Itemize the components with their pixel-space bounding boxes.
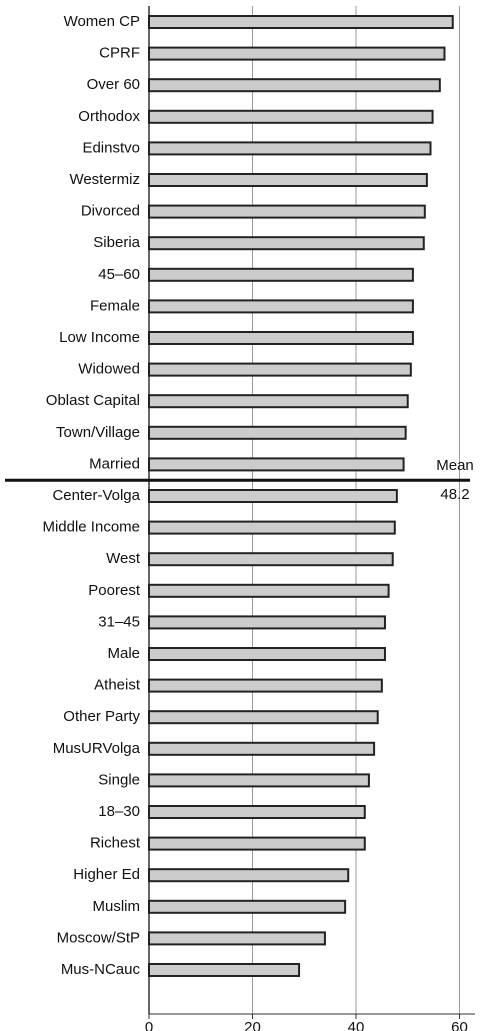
y-tick-label: Low Income [59, 329, 140, 346]
y-tick-label: Female [90, 297, 140, 314]
x-tick-label: 0 [145, 1019, 153, 1031]
x-tick-label: 60 [451, 1019, 468, 1031]
bar [148, 394, 409, 409]
bar [148, 204, 426, 219]
x-tick-label: 20 [244, 1019, 261, 1031]
y-tick-label: 31–45 [98, 613, 140, 630]
y-tick-label: MusURVolga [53, 740, 141, 757]
bar [148, 678, 383, 693]
y-tick-label: Widowed [78, 361, 140, 378]
bar [148, 141, 432, 156]
y-tick-label: West [106, 550, 141, 567]
y-tick-label: Over 60 [87, 76, 140, 93]
y-tick-label: Richest [90, 835, 141, 852]
bar [148, 552, 394, 567]
y-tick-label: Poorest [88, 582, 141, 599]
bar [148, 425, 407, 440]
bar [148, 267, 414, 282]
y-tick-label: Edinstvo [82, 139, 140, 156]
bar [148, 457, 405, 472]
bar [148, 710, 379, 725]
y-tick-label: Single [98, 771, 140, 788]
y-tick-label: Women CP [64, 13, 140, 30]
y-tick-label: Mus-NCauc [61, 961, 141, 978]
y-tick-label: Oblast Capital [46, 392, 140, 409]
bar [148, 836, 366, 851]
bar [148, 773, 370, 788]
y-tick-label: Siberia [93, 234, 140, 251]
y-tick-label: 18–30 [98, 803, 140, 820]
bar [148, 46, 446, 61]
y-tick-label: Middle Income [42, 519, 140, 536]
bar [148, 236, 425, 251]
bar [148, 520, 396, 535]
bar [148, 615, 386, 630]
bar [148, 299, 414, 314]
bar [148, 899, 347, 914]
bar [148, 583, 390, 598]
bar [148, 741, 376, 756]
bar [148, 963, 301, 977]
y-tick-label: 45–60 [98, 266, 140, 283]
y-tick-label: Muslim [93, 898, 141, 915]
bar [148, 868, 350, 883]
bar [148, 805, 366, 819]
y-tick-label: Center-Volga [52, 487, 140, 504]
bar [148, 489, 398, 503]
bar [148, 173, 428, 187]
mean-value: 48.2 [440, 486, 469, 503]
y-tick-label: Atheist [94, 677, 141, 694]
bar [148, 647, 386, 661]
y-tick-label: Moscow/StP [57, 929, 140, 946]
y-tick-label: Other Party [63, 708, 140, 725]
bar [148, 331, 414, 345]
bar [148, 15, 454, 29]
bar [148, 109, 434, 124]
y-tick-label: Town/Village [56, 424, 140, 441]
mean-label: Mean [436, 457, 474, 474]
y-tick-label: Married [89, 455, 140, 472]
y-tick-label: Orthodox [78, 108, 140, 125]
x-tick-label: 40 [348, 1019, 365, 1031]
bar [148, 931, 326, 946]
y-tick-label: CPRF [99, 45, 140, 62]
y-tick-label: Higher Ed [73, 866, 140, 883]
y-tick-label: Divorced [81, 203, 140, 220]
y-tick-label: Westermiz [69, 171, 140, 188]
y-tick-label: Male [107, 645, 140, 662]
bar [148, 78, 441, 93]
bar [148, 362, 412, 377]
